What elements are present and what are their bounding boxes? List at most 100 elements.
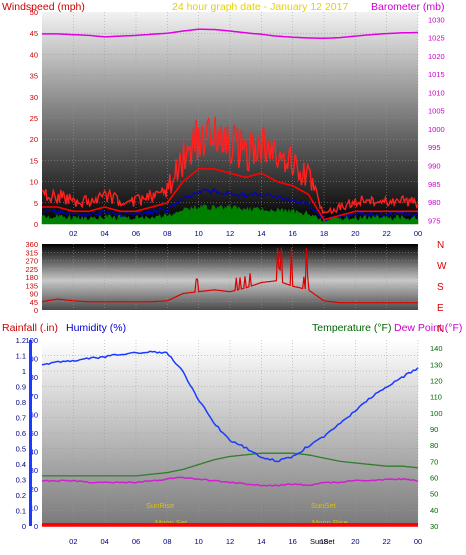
panel3-x-tick-label: 08 bbox=[163, 537, 171, 546]
humidity-tick-label: 40 bbox=[30, 448, 38, 457]
panel3-x-tick-label: 16 bbox=[288, 537, 296, 546]
humidity-series-line bbox=[41, 350, 419, 463]
compass-label: N bbox=[437, 240, 444, 251]
panel3-x-tick-label: 02 bbox=[69, 537, 77, 546]
panel3-x-tick-label: 18 bbox=[320, 537, 328, 546]
panel3-x-tick-label: 10 bbox=[194, 537, 202, 546]
temperature-tick-label: 60 bbox=[430, 473, 438, 482]
sunset-axis-label: SunSet bbox=[310, 537, 336, 546]
panel1-x-tick-label: 00 bbox=[414, 229, 422, 238]
temperature-tick-label: 140 bbox=[430, 344, 443, 353]
barometer-tick-label: 1005 bbox=[428, 107, 445, 116]
rainfall-tick-label: 0.1 bbox=[16, 507, 26, 516]
rainfall-axis-bar bbox=[29, 340, 32, 526]
panel1-x-tick-label: 18 bbox=[320, 229, 328, 238]
rainfall-tick-label: 0.9 bbox=[16, 383, 26, 392]
direction-tick-label: 315 bbox=[25, 248, 38, 257]
temperature-axis-title: Temperature (°F) bbox=[312, 322, 391, 334]
panel1-x-tick-label: 22 bbox=[382, 229, 390, 238]
barometer-tick-label: 1015 bbox=[428, 70, 445, 79]
windspeed-tick-label: 15 bbox=[30, 156, 38, 165]
direction-tick-label: 45 bbox=[30, 298, 38, 307]
windspeed-tick-label: 0 bbox=[34, 220, 38, 229]
panel2-grid bbox=[42, 244, 419, 310]
dewpoint-series-line bbox=[41, 476, 419, 488]
barometer-tick-label: 995 bbox=[428, 143, 441, 152]
rainfall-baseline bbox=[42, 523, 418, 526]
panel1-x-tick-label: 16 bbox=[288, 229, 296, 238]
barometer-tick-label: 980 bbox=[428, 198, 441, 207]
rainfall-tick-label: 1.2 bbox=[16, 336, 26, 345]
barometer-axis-title: Barometer (mb) bbox=[371, 1, 445, 13]
rainfall-axis-title: Rainfall (.in) bbox=[2, 322, 58, 334]
panel3-x-tick-label: 06 bbox=[132, 537, 140, 546]
windspeed-tick-label: 5 bbox=[34, 199, 38, 208]
barometer-tick-label: 1030 bbox=[428, 15, 445, 24]
compass-label: W bbox=[437, 261, 447, 272]
compass-label: N bbox=[437, 324, 444, 335]
graph-date-title: 24 hour graph date - January 12 2017 bbox=[172, 1, 348, 13]
panel1-series bbox=[41, 28, 419, 225]
panel1-x-tick-label: 14 bbox=[257, 229, 265, 238]
moonset-label: Moon Set bbox=[155, 518, 188, 527]
direction-tick-label: 225 bbox=[25, 265, 38, 274]
panel1-x-tick-label: 20 bbox=[351, 229, 359, 238]
axis-ticks: 0510152025303540455097598098599099510001… bbox=[16, 8, 445, 546]
panel3-x-tick-label: 12 bbox=[226, 537, 234, 546]
direction-tick-label: 180 bbox=[25, 273, 38, 282]
direction-tick-label: 270 bbox=[25, 257, 38, 266]
windspeed-series-line bbox=[42, 168, 418, 221]
barometer-tick-label: 1000 bbox=[428, 125, 445, 134]
direction-tick-label: 135 bbox=[25, 281, 38, 290]
panel3-x-tick-label: 14 bbox=[257, 537, 265, 546]
temperature-tick-label: 110 bbox=[430, 393, 442, 402]
panel1-x-tick-label: 06 bbox=[132, 229, 140, 238]
panel3-x-tick-label: 04 bbox=[100, 537, 108, 546]
humidity-tick-label: 70 bbox=[30, 392, 38, 401]
panel1-x-tick-label: 08 bbox=[163, 229, 171, 238]
humidity-tick-label: 60 bbox=[30, 410, 38, 419]
windspeed-tick-label: 40 bbox=[30, 50, 38, 59]
temperature-tick-label: 80 bbox=[430, 441, 438, 450]
temperature-tick-label: 100 bbox=[430, 409, 443, 418]
barometer-tick-label: 1020 bbox=[428, 52, 445, 61]
temperature-tick-label: 90 bbox=[430, 425, 438, 434]
humidity-tick-label: 0 bbox=[34, 522, 38, 531]
compass-label: E bbox=[437, 303, 444, 314]
sunset-label: SunSet bbox=[311, 501, 337, 510]
temperature-tick-label: 30 bbox=[430, 522, 438, 531]
temperature-tick-label: 130 bbox=[430, 360, 443, 369]
windspeed-tick-label: 30 bbox=[30, 93, 38, 102]
dewpoint-axis-title: Dew Point (°F) bbox=[394, 322, 462, 334]
barometer-tick-label: 985 bbox=[428, 180, 441, 189]
rainfall-tick-label: 0.4 bbox=[16, 460, 26, 469]
barometer-tick-label: 975 bbox=[428, 216, 441, 225]
sunrise-label: SunRise bbox=[146, 501, 174, 510]
windspeed-tick-label: 45 bbox=[30, 29, 38, 38]
humidity-axis-title: Humidity (%) bbox=[66, 322, 126, 334]
panel1-x-tick-label: 04 bbox=[100, 229, 108, 238]
panel3-x-tick-label: 20 bbox=[351, 537, 359, 546]
compass-label: S bbox=[437, 282, 444, 293]
wind-low-area bbox=[41, 203, 419, 225]
barometer-tick-label: 1025 bbox=[428, 34, 445, 43]
avg-wind-series-line bbox=[41, 187, 419, 222]
humidity-tick-label: 50 bbox=[30, 429, 38, 438]
temperature-tick-label: 120 bbox=[430, 376, 443, 385]
windspeed-tick-label: 50 bbox=[30, 8, 38, 17]
windspeed-tick-label: 35 bbox=[30, 72, 38, 81]
direction-tick-label: 360 bbox=[25, 240, 38, 249]
rainfall-tick-label: 0 bbox=[22, 522, 26, 531]
temperature-tick-label: 70 bbox=[430, 457, 438, 466]
humidity-tick-label: 90 bbox=[30, 355, 38, 364]
windspeed-tick-label: 25 bbox=[30, 114, 38, 123]
panel2-series bbox=[41, 247, 418, 304]
direction-tick-label: 0 bbox=[34, 306, 38, 315]
panel1-x-tick-label: 02 bbox=[69, 229, 77, 238]
rainfall-tick-label: 0.7 bbox=[16, 414, 26, 423]
panel3-x-tick-label: 00 bbox=[414, 537, 422, 546]
humidity-tick-label: 80 bbox=[30, 373, 38, 382]
panel1-x-tick-label: 10 bbox=[194, 229, 202, 238]
windspeed-tick-label: 20 bbox=[30, 135, 38, 144]
